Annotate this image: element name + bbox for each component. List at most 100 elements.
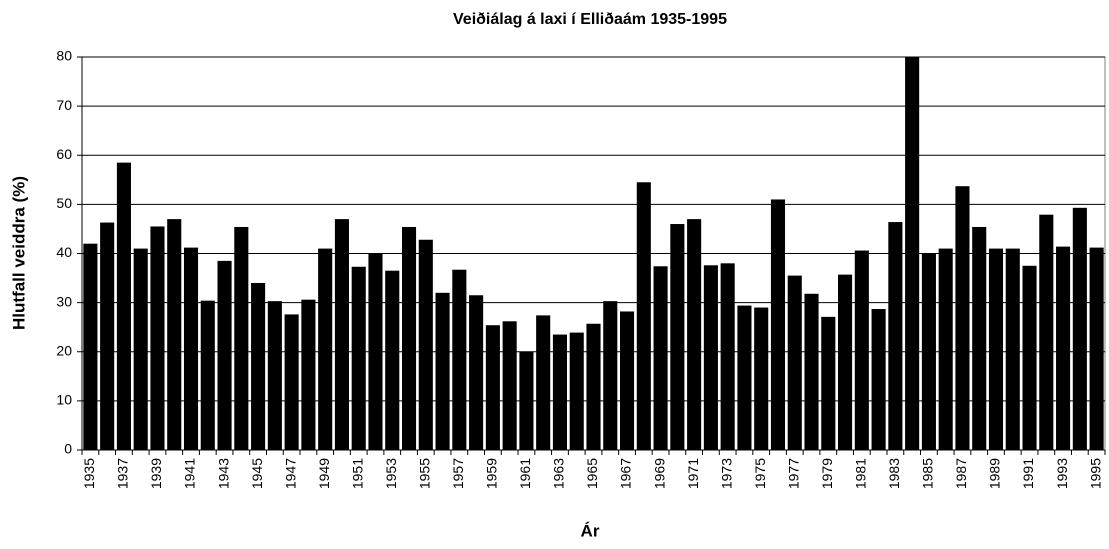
bar xyxy=(670,224,685,450)
x-tick-label: 1953 xyxy=(383,458,399,489)
y-tick-label: 0 xyxy=(64,441,72,457)
bar xyxy=(552,334,568,450)
bar xyxy=(1072,207,1087,450)
bar xyxy=(267,301,282,450)
x-tick-label: 1987 xyxy=(953,458,969,489)
bar xyxy=(251,282,266,450)
bar xyxy=(838,274,853,450)
y-tick-label: 60 xyxy=(56,146,72,162)
bar xyxy=(687,219,702,450)
bar xyxy=(100,222,115,450)
x-tick-label: 1965 xyxy=(584,458,600,489)
y-tick-label: 10 xyxy=(56,392,72,408)
bar xyxy=(787,275,802,450)
bar xyxy=(938,248,953,450)
bar xyxy=(167,219,182,450)
chart-title: Veiðiálag á laxi í Elliðaám 1935-1995 xyxy=(453,11,727,28)
bar xyxy=(770,199,786,450)
bar xyxy=(284,314,299,450)
bar xyxy=(619,311,635,450)
bar xyxy=(1089,247,1104,450)
bar xyxy=(485,325,500,450)
x-tick-label: 1961 xyxy=(517,458,533,489)
y-tick-label: 50 xyxy=(56,195,72,211)
bar xyxy=(536,315,551,450)
bar xyxy=(351,266,366,450)
x-tick-label: 1955 xyxy=(416,458,432,489)
x-tick-label: 1957 xyxy=(450,458,466,489)
y-tick-label: 40 xyxy=(56,244,72,260)
bar xyxy=(1005,248,1020,450)
x-tick-label: 1967 xyxy=(618,458,634,489)
bar xyxy=(703,265,718,450)
bar xyxy=(83,243,98,450)
x-tick-label: 1991 xyxy=(1020,458,1036,489)
bar xyxy=(754,307,769,450)
x-tick-label: 1947 xyxy=(282,458,298,489)
bar xyxy=(150,226,165,450)
bar xyxy=(200,300,215,450)
bar xyxy=(116,162,131,450)
y-axis-title: Hlutfall veiddra (%) xyxy=(9,176,28,330)
bar xyxy=(636,182,651,451)
y-tick-label: 70 xyxy=(56,97,72,113)
bar xyxy=(519,351,534,450)
bar xyxy=(133,248,148,450)
bar xyxy=(921,253,936,450)
x-tick-label: 1985 xyxy=(920,458,936,489)
x-tick-label: 1963 xyxy=(551,458,567,489)
bar xyxy=(905,57,920,450)
bar xyxy=(804,293,819,450)
bar xyxy=(385,270,400,450)
bar xyxy=(1022,265,1037,450)
bar xyxy=(452,269,467,450)
bar xyxy=(301,299,316,450)
bar xyxy=(854,250,869,450)
bar xyxy=(720,263,735,450)
x-tick-label: 1981 xyxy=(853,458,869,489)
x-tick-label: 1959 xyxy=(484,458,500,489)
bar xyxy=(418,239,433,450)
bar xyxy=(737,305,752,450)
bar xyxy=(318,248,333,450)
x-tick-label: 1983 xyxy=(886,458,902,489)
bar xyxy=(401,226,417,450)
x-tick-label: 1973 xyxy=(718,458,734,489)
x-axis-title: Ár xyxy=(581,521,600,540)
x-tick-label: 1979 xyxy=(819,458,835,489)
y-tick-label: 80 xyxy=(56,48,72,64)
x-tick-label: 1995 xyxy=(1087,458,1103,489)
bar xyxy=(1056,246,1071,450)
x-tick-label: 1941 xyxy=(182,458,198,489)
x-tick-label: 1939 xyxy=(148,458,164,489)
x-tick-label: 1989 xyxy=(987,458,1003,489)
bar xyxy=(183,247,199,450)
bar xyxy=(888,222,903,450)
bar xyxy=(988,248,1004,450)
x-tick-label: 1951 xyxy=(349,458,365,489)
bar xyxy=(972,226,987,450)
bar xyxy=(217,260,232,450)
bar xyxy=(502,321,517,450)
y-tick-label: 20 xyxy=(56,342,72,358)
x-tick-label: 1971 xyxy=(685,458,701,489)
x-tick-label: 1935 xyxy=(81,458,97,489)
x-tick-label: 1945 xyxy=(249,458,265,489)
bar xyxy=(334,219,349,450)
x-tick-label: 1975 xyxy=(752,458,768,489)
bar xyxy=(1039,214,1054,450)
x-tick-label: 1937 xyxy=(115,458,131,489)
x-tick-label: 1969 xyxy=(651,458,667,489)
bar xyxy=(821,316,836,450)
bar xyxy=(955,186,970,451)
bar xyxy=(368,253,383,450)
bar xyxy=(653,266,668,450)
bar xyxy=(586,323,601,450)
x-tick-label: 1943 xyxy=(215,458,231,489)
bar xyxy=(569,332,584,450)
x-tick-label: 1977 xyxy=(785,458,801,489)
bar xyxy=(871,309,886,450)
x-tick-label: 1993 xyxy=(1054,458,1070,489)
x-tick-label: 1949 xyxy=(316,458,332,489)
